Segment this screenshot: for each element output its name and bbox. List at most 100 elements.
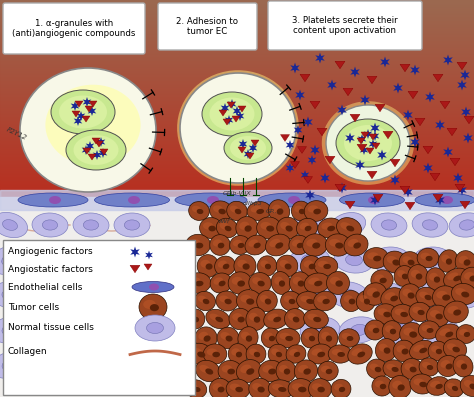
Polygon shape [219, 110, 227, 116]
Ellipse shape [447, 272, 458, 280]
Polygon shape [246, 153, 254, 159]
Ellipse shape [285, 225, 293, 231]
Bar [0, 30, 474, 31]
Ellipse shape [259, 360, 283, 382]
Polygon shape [238, 147, 246, 153]
Ellipse shape [322, 299, 330, 304]
Ellipse shape [318, 261, 328, 268]
Bar [0, 127, 474, 128]
Ellipse shape [307, 314, 319, 320]
Ellipse shape [286, 345, 306, 363]
Polygon shape [460, 69, 470, 81]
Ellipse shape [199, 332, 208, 340]
Ellipse shape [401, 358, 423, 380]
Polygon shape [361, 132, 369, 138]
Ellipse shape [217, 327, 239, 349]
Bar [0, 53, 474, 54]
Bar [0, 22, 474, 23]
Bar [0, 138, 474, 139]
Ellipse shape [45, 254, 61, 266]
Ellipse shape [228, 344, 248, 364]
Polygon shape [249, 143, 257, 153]
Polygon shape [369, 134, 377, 140]
Bar [0, 63, 474, 64]
Ellipse shape [252, 383, 262, 391]
Bar [0, 43, 474, 44]
Polygon shape [92, 138, 100, 144]
Ellipse shape [114, 213, 150, 237]
Bar [0, 33, 474, 34]
Ellipse shape [309, 379, 331, 397]
Bar [0, 194, 474, 195]
Ellipse shape [447, 306, 458, 314]
Ellipse shape [230, 136, 266, 160]
Polygon shape [390, 159, 400, 167]
Ellipse shape [276, 255, 298, 277]
Polygon shape [221, 103, 229, 113]
Bar [0, 10, 474, 11]
Ellipse shape [436, 384, 443, 389]
Ellipse shape [420, 252, 430, 260]
Ellipse shape [302, 234, 328, 256]
Ellipse shape [336, 119, 400, 167]
Ellipse shape [201, 260, 210, 268]
Ellipse shape [349, 299, 356, 304]
Bar [0, 70, 474, 71]
Bar [0, 156, 474, 157]
Ellipse shape [83, 220, 99, 230]
Polygon shape [360, 94, 370, 106]
Ellipse shape [193, 317, 199, 322]
Text: Collagen: Collagen [8, 347, 47, 355]
Ellipse shape [384, 292, 395, 300]
Polygon shape [447, 128, 457, 136]
Bar [0, 39, 474, 40]
Ellipse shape [18, 193, 88, 207]
Bar [0, 6, 474, 7]
Ellipse shape [445, 331, 453, 337]
Ellipse shape [374, 367, 382, 372]
Ellipse shape [368, 196, 380, 204]
Polygon shape [73, 116, 82, 126]
Polygon shape [239, 139, 247, 149]
Ellipse shape [409, 303, 431, 322]
Bar [0, 175, 474, 176]
Ellipse shape [110, 281, 148, 308]
Bar [0, 90, 474, 91]
Ellipse shape [383, 251, 407, 273]
Ellipse shape [390, 329, 396, 334]
Ellipse shape [210, 378, 231, 397]
Ellipse shape [370, 364, 379, 370]
Ellipse shape [326, 234, 351, 256]
Bar [0, 35, 474, 36]
Ellipse shape [219, 222, 229, 230]
Bar [0, 134, 474, 135]
Ellipse shape [412, 306, 422, 314]
Ellipse shape [265, 299, 271, 304]
Polygon shape [435, 119, 445, 131]
Ellipse shape [241, 331, 250, 340]
Ellipse shape [231, 348, 240, 356]
Bar [0, 125, 474, 126]
Ellipse shape [453, 310, 461, 316]
Ellipse shape [228, 272, 252, 294]
Ellipse shape [383, 254, 400, 266]
Ellipse shape [366, 359, 387, 379]
Bar [0, 130, 474, 131]
Ellipse shape [2, 254, 18, 266]
Polygon shape [325, 156, 335, 164]
Ellipse shape [42, 359, 58, 371]
Ellipse shape [294, 360, 318, 382]
Bar [0, 105, 474, 106]
Ellipse shape [446, 364, 453, 370]
Ellipse shape [205, 368, 213, 375]
Ellipse shape [456, 360, 465, 368]
Ellipse shape [237, 290, 262, 312]
Bar [0, 38, 474, 39]
Ellipse shape [301, 328, 321, 348]
Ellipse shape [218, 387, 225, 393]
Bar [0, 50, 474, 51]
Bar [0, 64, 474, 65]
Bar [0, 147, 474, 148]
Ellipse shape [49, 196, 61, 204]
Ellipse shape [188, 314, 197, 320]
